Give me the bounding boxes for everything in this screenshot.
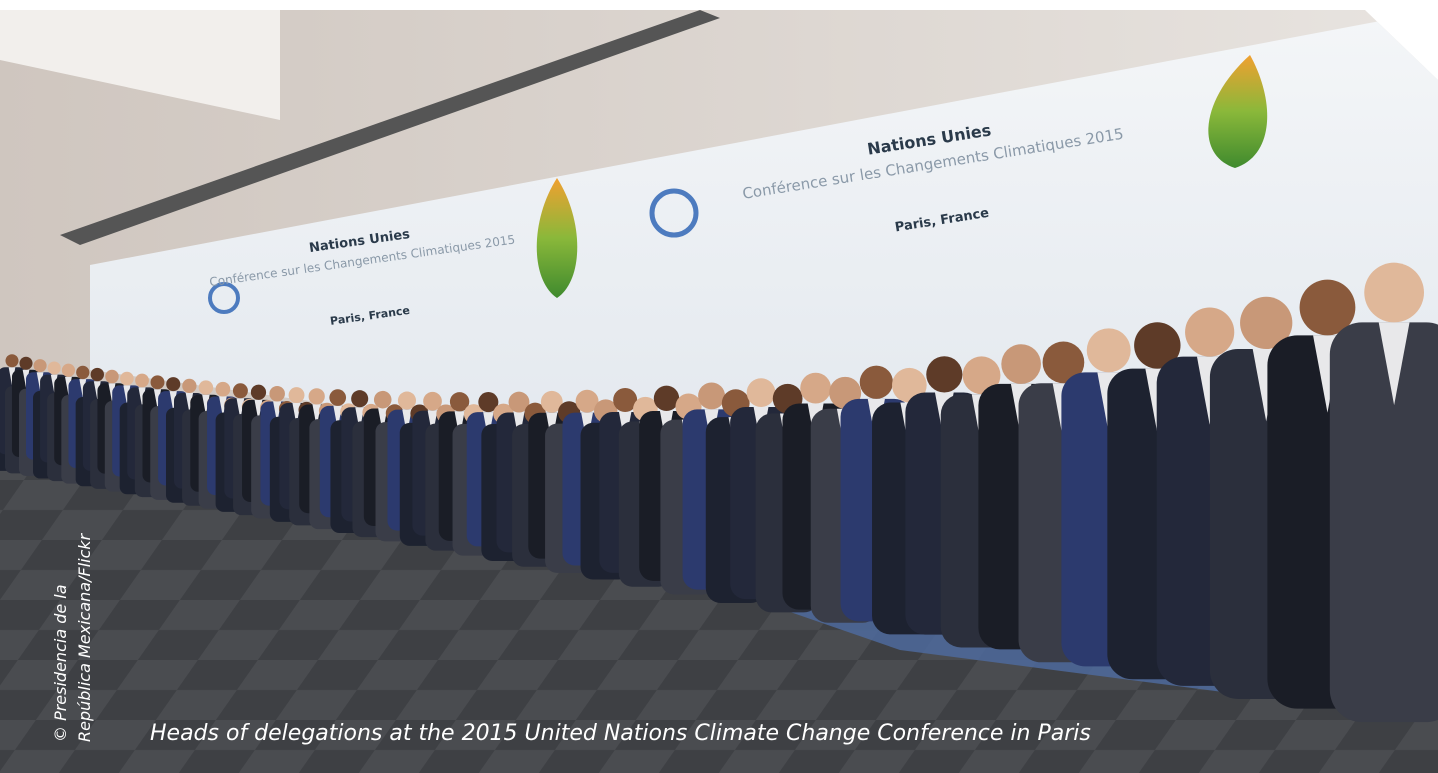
person-part xyxy=(1364,263,1424,323)
person-part xyxy=(182,379,196,393)
caption: Heads of delegations at the 2015 United … xyxy=(150,721,1091,746)
person-part xyxy=(151,375,165,389)
person-part xyxy=(166,377,180,391)
page: Nations Unies Conférence sur les Changem… xyxy=(0,0,1438,773)
person-part xyxy=(233,383,248,398)
person-part xyxy=(1330,322,1438,722)
person-part xyxy=(800,373,831,404)
person-part xyxy=(860,366,893,399)
person-part xyxy=(309,388,325,404)
person-part xyxy=(1001,344,1041,384)
person-part xyxy=(654,386,679,411)
person-part xyxy=(1185,307,1234,356)
person-part xyxy=(62,364,75,377)
person-part xyxy=(135,374,149,388)
person-part xyxy=(76,366,89,379)
person-part xyxy=(698,382,725,409)
person-part xyxy=(1087,328,1131,372)
person-part xyxy=(374,391,392,409)
person-part xyxy=(19,357,32,370)
person-part xyxy=(199,380,213,394)
person-part xyxy=(120,372,134,386)
photo: Nations Unies Conférence sur les Changem… xyxy=(0,0,1438,773)
person-part xyxy=(351,390,368,407)
person-part xyxy=(289,387,305,403)
person-part xyxy=(48,361,61,374)
credit: © Presidencia de la xyxy=(51,584,70,742)
person-part xyxy=(91,368,104,381)
person-part xyxy=(105,370,118,383)
person-part xyxy=(251,385,266,400)
credit: República Mexicana/Flickr xyxy=(75,532,94,742)
person-part xyxy=(34,359,47,372)
person-part xyxy=(216,382,231,397)
scene: Nations Unies Conférence sur les Changem… xyxy=(0,10,1438,773)
person-part xyxy=(5,354,18,367)
person-part xyxy=(398,392,416,410)
person-part xyxy=(269,386,285,402)
person-part xyxy=(747,378,776,407)
person-part xyxy=(329,389,346,406)
person-part xyxy=(926,356,962,392)
